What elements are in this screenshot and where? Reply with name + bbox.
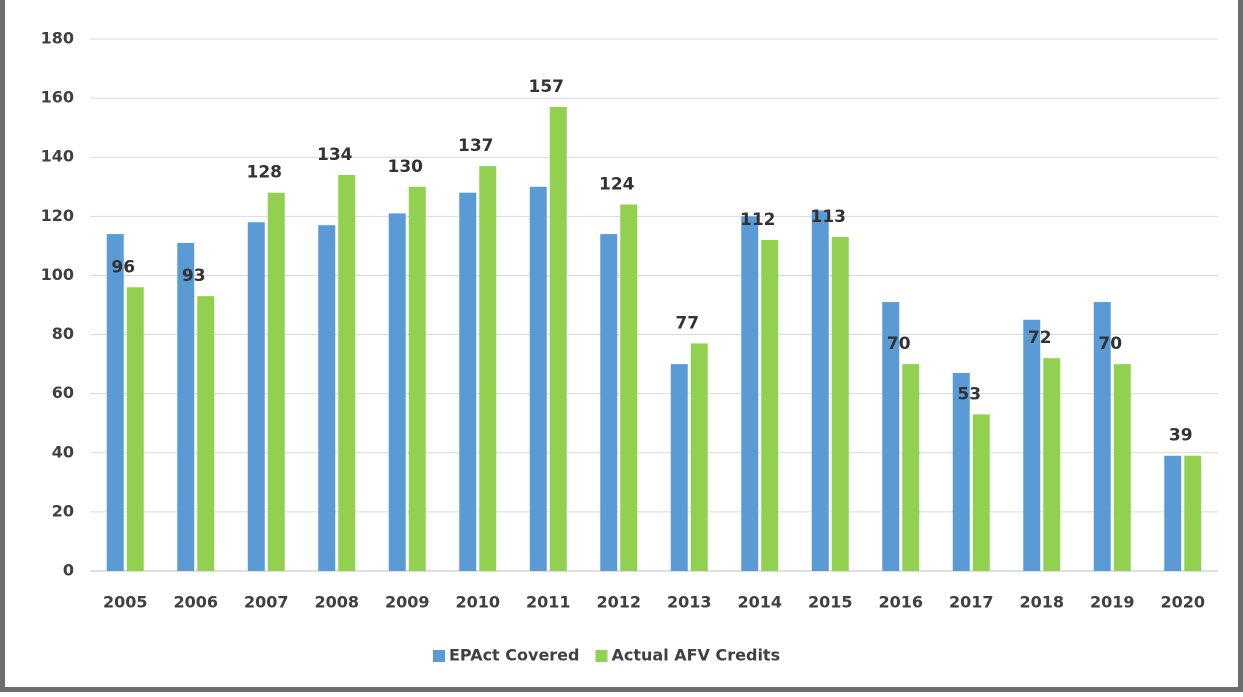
data-label: 157 — [529, 77, 565, 97]
bar — [549, 106, 567, 571]
bar — [1093, 302, 1111, 571]
legend-swatch — [433, 650, 445, 662]
y-tick-label: 140 — [41, 147, 74, 166]
data-label: 70 — [1098, 334, 1122, 354]
bar — [177, 242, 195, 571]
bar — [459, 192, 477, 571]
bar — [811, 210, 829, 571]
bar — [247, 222, 265, 571]
y-tick-label: 0 — [63, 561, 74, 580]
bar — [106, 234, 124, 572]
data-label: 124 — [599, 175, 635, 195]
x-tick-label: 2007 — [244, 593, 289, 612]
data-label: 112 — [740, 210, 776, 230]
x-tick-label: 2018 — [1019, 593, 1064, 612]
legend-label: Actual AFV Credits — [611, 646, 780, 665]
bar — [882, 302, 900, 571]
bar — [479, 166, 497, 572]
x-tick-label: 2016 — [878, 593, 923, 612]
bar — [1164, 455, 1182, 571]
x-tick-label: 2006 — [173, 593, 218, 612]
bar — [670, 364, 688, 571]
y-tick-label: 80 — [52, 324, 74, 343]
data-label: 134 — [317, 145, 353, 165]
legend-swatch — [595, 650, 608, 662]
legend-label: EPAct Covered — [449, 646, 579, 665]
data-label: 130 — [388, 157, 424, 177]
y-tick-label: 40 — [52, 442, 74, 461]
bar — [267, 192, 285, 571]
bar — [338, 174, 356, 571]
bar — [620, 204, 638, 571]
data-label: 39 — [1169, 426, 1193, 446]
bar — [600, 234, 618, 572]
bar — [952, 372, 970, 571]
x-tick-label: 2012 — [596, 593, 641, 612]
bar — [1113, 364, 1131, 571]
data-label: 128 — [247, 163, 283, 183]
y-tick-label: 20 — [52, 501, 74, 520]
bar — [126, 287, 144, 571]
bar — [318, 225, 336, 571]
x-tick-label: 2005 — [103, 593, 148, 612]
data-label: 137 — [458, 136, 494, 156]
bar — [761, 239, 779, 571]
bar — [902, 364, 920, 571]
data-label: 93 — [182, 266, 206, 286]
x-tick-label: 2020 — [1160, 593, 1205, 612]
y-tick-label: 100 — [41, 265, 74, 284]
x-tick-label: 2013 — [667, 593, 712, 612]
bar — [972, 414, 990, 571]
data-label: 72 — [1028, 328, 1052, 348]
x-tick-label: 2009 — [385, 593, 430, 612]
bar — [1184, 455, 1202, 571]
bar — [1023, 319, 1041, 571]
data-label: 96 — [111, 257, 135, 277]
y-tick-label: 120 — [41, 206, 74, 225]
y-tick-label: 60 — [52, 383, 74, 402]
data-label: 77 — [675, 313, 699, 333]
y-tick-label: 160 — [41, 88, 74, 107]
bar — [831, 237, 849, 571]
x-tick-label: 2014 — [737, 593, 782, 612]
y-tick-label: 180 — [41, 29, 74, 48]
bar — [529, 186, 547, 571]
data-label: 113 — [811, 207, 847, 227]
bar — [408, 186, 426, 571]
bar — [388, 213, 406, 571]
bar — [1043, 358, 1061, 571]
bar — [741, 216, 759, 572]
x-tick-label: 2017 — [949, 593, 994, 612]
x-tick-label: 2019 — [1090, 593, 1135, 612]
data-label: 70 — [887, 334, 911, 354]
x-tick-label: 2008 — [314, 593, 359, 612]
x-tick-label: 2015 — [808, 593, 853, 612]
data-label: 53 — [957, 384, 981, 404]
x-tick-label: 2010 — [455, 593, 500, 612]
x-tick-label: 2011 — [526, 593, 571, 612]
bar — [690, 343, 708, 571]
bar — [197, 296, 215, 571]
